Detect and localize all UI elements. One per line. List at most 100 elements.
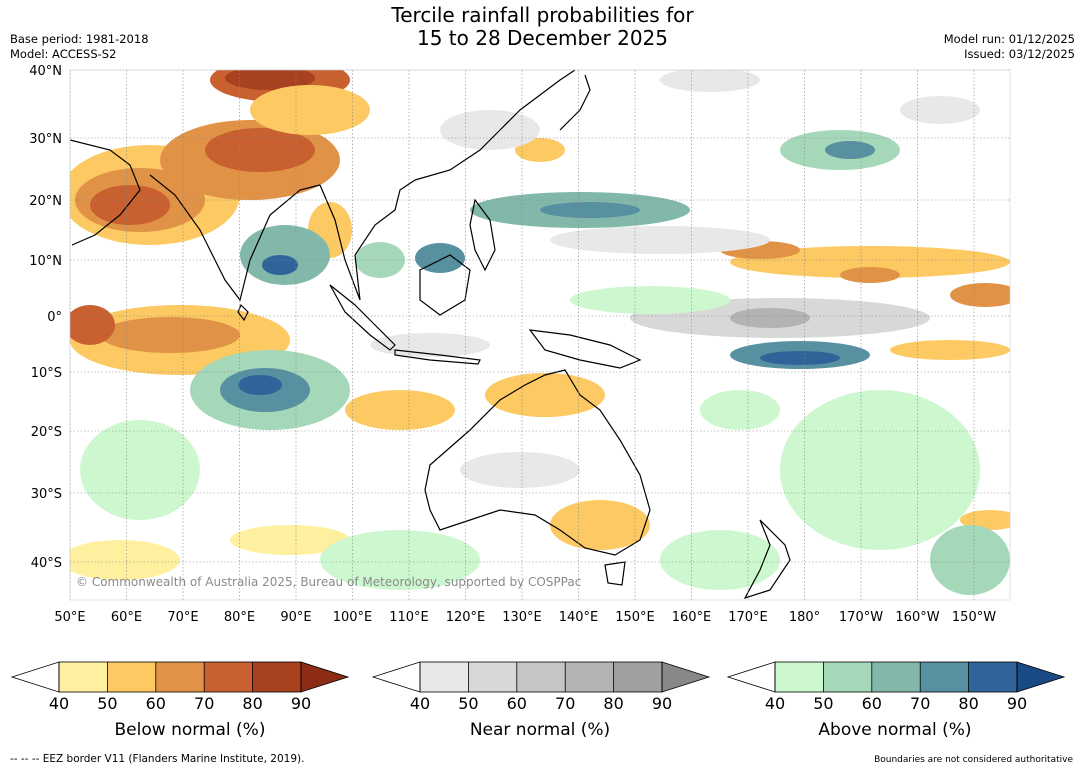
below-normal-areas — [70, 70, 1010, 580]
colorbar-tick-label: 40 — [410, 694, 430, 713]
colorbars: 40 50 60 70 80 90 40 50 60 70 80 90 40 50 60 70 80 90 — [10, 661, 1066, 713]
colorbar-segment — [613, 662, 662, 692]
eez-note: -- -- -- EEZ border V11 (Flanders Marine… — [10, 753, 305, 765]
colorbar-tick-label: 70 — [194, 694, 214, 713]
island-sri-lanka — [237, 303, 249, 322]
probability-shading — [70, 70, 1010, 595]
island-new-zealand — [743, 519, 791, 600]
lat-label: 10°N — [29, 254, 62, 269]
island-sumatra — [329, 284, 396, 351]
colorbar-tick-label: 70 — [910, 694, 930, 713]
boundary-disclaimer: Boundaries are not considered authoritat… — [874, 755, 1073, 765]
colorbar-segment — [420, 662, 469, 692]
colorbar-tick-label: 90 — [291, 694, 311, 713]
colorbar-segment — [775, 662, 824, 692]
lat-label: 40°N — [29, 64, 62, 79]
colorbar-upper-extend — [661, 661, 711, 693]
map-frame — [69, 69, 1011, 601]
lon-label: 50°E — [54, 610, 85, 625]
coastline-australia — [424, 369, 651, 556]
lon-label: 130°E — [502, 610, 542, 625]
colorbar-label-below: Below normal (%) — [114, 720, 266, 740]
coastline-china — [414, 70, 576, 181]
meta-right: Model run: 01/12/2025 Issued: 03/12/2025 — [944, 32, 1075, 62]
rainfall-map: 40°N 30°N 20°N 10°N 0° 10°S 20°S 30°S 40°S 50°E 6… — [29, 64, 1011, 625]
colorbar-tick-label: 50 — [97, 694, 117, 713]
colorbar-tick-label: 40 — [49, 694, 69, 713]
issued-date: Issued: 03/12/2025 — [964, 47, 1075, 61]
colorbar-segment — [516, 662, 566, 692]
latitude-labels: 40°N 30°N 20°N 10°N 0° 10°S 20°S 30°S 40°S — [29, 64, 62, 571]
colorbar-upper-extend — [300, 661, 350, 693]
coastline-arabia — [70, 139, 141, 246]
base-period: Base period: 1981-2018 — [10, 32, 149, 46]
colorbar-segment — [565, 662, 614, 692]
colorbar-lower-extend — [371, 661, 421, 693]
colorbar-upper-extend — [1016, 661, 1066, 693]
lat-label: 40°S — [31, 556, 62, 571]
lat-label: 20°S — [31, 425, 62, 440]
colorbar-tick-label: 60 — [862, 694, 882, 713]
colorbar-segment — [252, 662, 301, 692]
lon-label: 160°E — [672, 610, 712, 625]
gridlines — [69, 69, 1010, 600]
island-borneo — [419, 254, 471, 316]
colorbar-label-above: Above normal (%) — [818, 720, 972, 740]
island-java — [394, 349, 481, 365]
island-philippines — [469, 198, 496, 272]
colorbar-tick-label: 50 — [458, 694, 478, 713]
colorbar-tick-label: 80 — [603, 694, 623, 713]
lat-label: 20°N — [29, 194, 62, 209]
colorbar-tick-label: 60 — [146, 694, 166, 713]
colorbar-segment — [107, 662, 156, 692]
lon-label: 170°W — [839, 610, 883, 625]
island-tasmania — [604, 561, 626, 586]
colorbar-segment — [155, 662, 205, 692]
lon-label: 80°E — [224, 610, 255, 625]
colorbar-segment — [204, 662, 253, 692]
lon-label: 60°E — [111, 610, 142, 625]
island-new-guinea — [528, 329, 642, 369]
lat-label: 30°S — [31, 487, 62, 502]
model-run: Model run: 01/12/2025 — [943, 32, 1075, 46]
colorbar-tick-label: 80 — [958, 694, 978, 713]
longitude-labels: 50°E 60°E 70°E 80°E 90°E 100°E 110°E 120°E 130°E… — [54, 610, 996, 625]
chart-title: Tercile rainfall probabilities for 15 to… — [0, 4, 1085, 50]
lon-label: 100°E — [333, 610, 373, 625]
meta-left: Base period: 1981-2018 Model: ACCESS-S2 — [10, 32, 149, 62]
colorbar-segment — [968, 662, 1017, 692]
lon-label: 150°E — [615, 610, 655, 625]
lat-label: 10°S — [31, 366, 62, 381]
island-japan — [559, 74, 591, 131]
above-normal-areas — [80, 130, 1010, 595]
colorbar-tick-label: 40 — [765, 694, 785, 713]
colorbar-label-near: Near normal (%) — [469, 720, 611, 740]
colorbar-tick-label: 50 — [813, 694, 833, 713]
coastline-indochina — [319, 179, 416, 301]
colorbar-segment — [920, 662, 969, 692]
colorbar-tick-label: 60 — [507, 694, 527, 713]
colorbar-tick-label: 90 — [652, 694, 672, 713]
colorbar-lower-extend — [726, 661, 776, 693]
lon-label: 120°E — [446, 610, 486, 625]
coastlines — [70, 70, 791, 600]
colorbar-tick-label: 70 — [555, 694, 575, 713]
colorbar: 40 50 60 70 80 90 — [10, 661, 350, 713]
lon-label: 110°E — [389, 610, 429, 625]
lat-label: 0° — [47, 310, 62, 325]
colorbar-segment — [59, 662, 108, 692]
colorbar: 40 50 60 70 80 90 — [371, 661, 711, 713]
map-copyright: © Commonwealth of Australia 2025, Bureau… — [76, 575, 581, 589]
lon-label: 140°E — [559, 610, 599, 625]
colorbar-tick-label: 90 — [1007, 694, 1027, 713]
title-line-2: 15 to 28 December 2025 — [416, 26, 668, 50]
colorbar-segment — [823, 662, 872, 692]
model-name: Model: ACCESS-S2 — [10, 47, 117, 61]
lon-label: 170°E — [728, 610, 768, 625]
colorbar-lower-extend — [10, 661, 60, 693]
colorbar-segment — [468, 662, 517, 692]
lat-label: 30°N — [29, 132, 62, 147]
lon-label: 70°E — [167, 610, 198, 625]
title-line-1: Tercile rainfall probabilities for — [391, 3, 694, 27]
colorbar-tick-label: 80 — [242, 694, 262, 713]
